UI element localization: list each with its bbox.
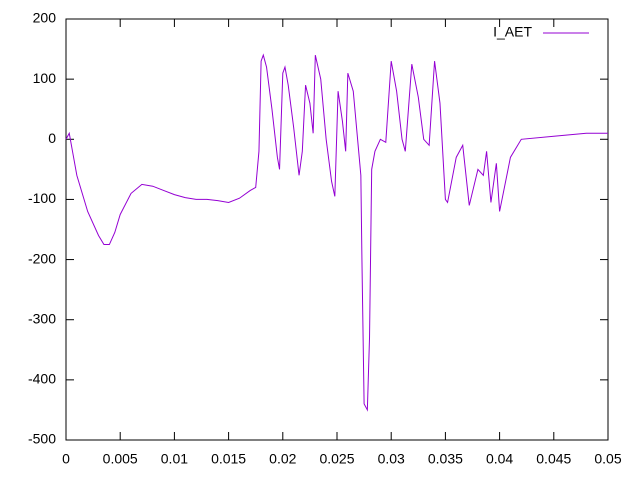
y-tick-label: -100 — [28, 190, 56, 206]
data-line — [65, 53, 608, 412]
y-tick-label: -500 — [28, 431, 56, 447]
x-tick-label: 0.005 — [103, 451, 138, 467]
x-tick-label: 0 — [62, 451, 70, 467]
plot-frame — [65, 18, 609, 441]
y-tick-label: 200 — [33, 10, 57, 26]
legend-label: I_AET — [493, 24, 532, 40]
y-tick-label: 0 — [48, 130, 56, 146]
y-tick-label: -400 — [28, 371, 56, 387]
x-tick-label: 0.01 — [161, 451, 188, 467]
x-tick-label: 0.03 — [378, 451, 405, 467]
x-tick-label: 0.025 — [319, 451, 354, 467]
x-tick-label: 0.035 — [428, 451, 463, 467]
x-tick-label: 0.05 — [594, 451, 621, 467]
x-tick-label: 0.015 — [211, 451, 246, 467]
x-tick-label: 0.04 — [486, 451, 513, 467]
x-tick-label: 0.02 — [269, 451, 296, 467]
x-tick-label: 0.045 — [536, 451, 571, 467]
y-tick-label: -200 — [28, 250, 56, 266]
y-tick-label: -300 — [28, 310, 56, 326]
y-tick-label: 100 — [33, 70, 57, 86]
